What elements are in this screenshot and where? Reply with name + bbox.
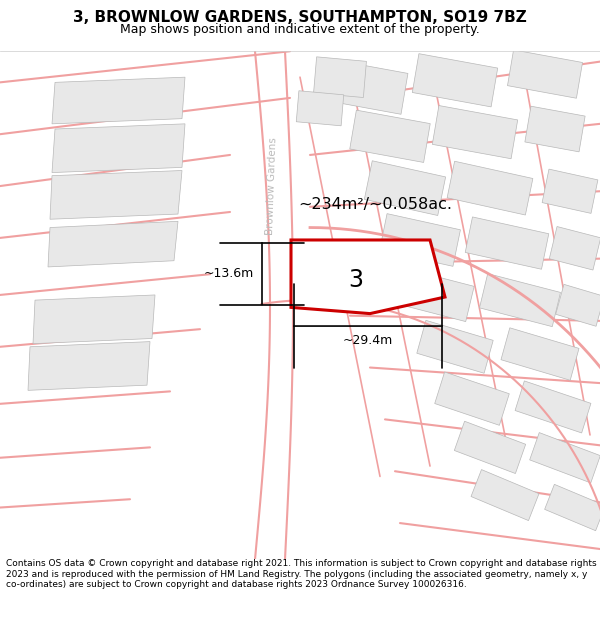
Text: 3, BROWNLOW GARDENS, SOUTHAMPTON, SO19 7BZ: 3, BROWNLOW GARDENS, SOUTHAMPTON, SO19 7… bbox=[73, 10, 527, 25]
Text: Map shows position and indicative extent of the property.: Map shows position and indicative extent… bbox=[120, 23, 480, 36]
Polygon shape bbox=[479, 274, 560, 327]
Polygon shape bbox=[525, 106, 585, 152]
Polygon shape bbox=[52, 124, 185, 172]
Text: ~234m²/~0.058ac.: ~234m²/~0.058ac. bbox=[298, 197, 452, 212]
Polygon shape bbox=[50, 171, 182, 219]
Polygon shape bbox=[364, 161, 446, 216]
Polygon shape bbox=[48, 221, 178, 267]
Polygon shape bbox=[291, 240, 445, 314]
Polygon shape bbox=[542, 169, 598, 213]
Polygon shape bbox=[296, 91, 344, 126]
Polygon shape bbox=[530, 432, 600, 483]
Polygon shape bbox=[433, 106, 518, 159]
Polygon shape bbox=[52, 77, 185, 124]
Text: ~13.6m: ~13.6m bbox=[204, 267, 254, 280]
Polygon shape bbox=[549, 226, 600, 270]
Polygon shape bbox=[465, 217, 549, 269]
Polygon shape bbox=[515, 381, 591, 433]
Polygon shape bbox=[332, 61, 408, 114]
Polygon shape bbox=[435, 372, 509, 426]
Polygon shape bbox=[508, 50, 583, 98]
Polygon shape bbox=[454, 421, 526, 474]
Polygon shape bbox=[28, 342, 150, 391]
Text: Contains OS data © Crown copyright and database right 2021. This information is : Contains OS data © Crown copyright and d… bbox=[6, 559, 596, 589]
Text: Brownlow Gardens: Brownlow Gardens bbox=[265, 137, 279, 235]
Polygon shape bbox=[447, 161, 533, 215]
Text: ~29.4m: ~29.4m bbox=[343, 334, 393, 348]
Polygon shape bbox=[350, 110, 430, 162]
Polygon shape bbox=[412, 54, 497, 107]
Polygon shape bbox=[396, 268, 474, 322]
Text: 3: 3 bbox=[348, 268, 363, 292]
Polygon shape bbox=[33, 295, 155, 344]
Polygon shape bbox=[314, 57, 367, 98]
Polygon shape bbox=[501, 328, 579, 380]
Polygon shape bbox=[545, 484, 600, 531]
Polygon shape bbox=[556, 284, 600, 326]
Polygon shape bbox=[380, 214, 460, 266]
Polygon shape bbox=[417, 321, 493, 373]
Polygon shape bbox=[471, 469, 539, 521]
